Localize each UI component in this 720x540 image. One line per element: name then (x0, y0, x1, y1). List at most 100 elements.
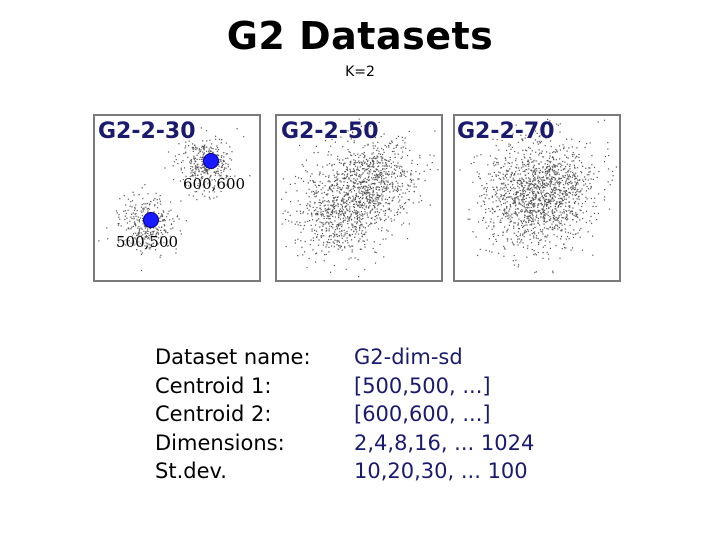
scatter-point (336, 190, 338, 192)
scatter-point (363, 191, 365, 193)
scatter-point (319, 221, 321, 223)
scatter-point (575, 188, 577, 190)
scatter-point (202, 163, 204, 165)
scatter-point (597, 121, 599, 123)
scatter-point (491, 195, 493, 197)
scatter-point (510, 238, 512, 240)
scatter-point (508, 210, 510, 212)
scatter-point (356, 221, 358, 223)
scatter-point (377, 194, 380, 196)
scatter-point (328, 209, 330, 211)
scatter-point (300, 240, 302, 242)
scatter-point (476, 202, 479, 204)
scatter-point (354, 228, 357, 230)
scatter-point (128, 227, 130, 229)
scatter-point (369, 192, 371, 194)
scatter-point (173, 128, 175, 130)
scatter-point (168, 245, 170, 247)
scatter-point (347, 197, 350, 199)
scatter-point (416, 163, 419, 166)
scatter-point (529, 192, 531, 194)
scatter-point (156, 231, 158, 233)
scatter-point (353, 230, 355, 232)
scatter-point (175, 159, 177, 161)
scatter-point (320, 189, 322, 191)
scatter-point (603, 199, 605, 201)
scatter-point (152, 242, 155, 244)
scatter-point (492, 179, 495, 181)
scatter-point (572, 171, 574, 174)
scatter-point (540, 185, 542, 187)
scatter-point (369, 161, 372, 163)
scatter-point (358, 156, 360, 158)
scatter-point (332, 227, 334, 229)
scatter-point (350, 160, 352, 162)
scatter-point (547, 170, 549, 172)
scatter-point (133, 237, 135, 239)
scatter-point (170, 223, 173, 225)
scatter-point (569, 176, 571, 178)
scatter-point (340, 233, 342, 235)
scatter-point (547, 183, 549, 185)
scatter-point (355, 180, 357, 182)
scatter-point (208, 152, 210, 154)
scatter-point (497, 234, 499, 236)
scatter-point (322, 213, 324, 215)
scatter-point (536, 141, 538, 143)
scatter-point (505, 159, 507, 161)
scatter-point (382, 175, 384, 177)
scatter-point (364, 211, 366, 213)
scatter-point (363, 193, 366, 195)
scatter-point (360, 182, 362, 184)
scatter-point (382, 162, 384, 164)
scatter-point (329, 235, 331, 237)
scatter-point (525, 177, 527, 179)
scatter-point (538, 163, 540, 165)
scatter-point (527, 187, 529, 189)
scatter-point (326, 209, 328, 211)
scatter-point (561, 248, 563, 250)
scatter-point (351, 211, 354, 213)
scatter-point (534, 169, 536, 171)
scatter-point (201, 156, 203, 159)
scatter-point (282, 212, 284, 215)
scatter-point (380, 186, 382, 188)
scatter-point (378, 181, 380, 183)
scatter-point (351, 249, 353, 251)
scatter-point (142, 220, 144, 222)
scatter-point (419, 195, 421, 197)
scatter-point (203, 186, 205, 188)
scatter-point (598, 170, 600, 173)
scatter-point (539, 187, 541, 189)
scatter-point (483, 188, 485, 190)
scatter-point (542, 208, 544, 210)
scatter-point (522, 149, 524, 151)
scatter-point (577, 188, 579, 191)
scatter-point (528, 160, 530, 162)
scatter-point (361, 225, 363, 227)
scatter-point (205, 169, 207, 171)
scatter-point (362, 187, 364, 189)
scatter-point (386, 167, 388, 169)
scatter-point (201, 145, 204, 147)
scatter-point (409, 178, 411, 181)
scatter-point (562, 160, 564, 163)
scatter-point (212, 151, 214, 154)
scatter-point (354, 221, 356, 223)
scatter-point (155, 234, 157, 236)
scatter-point (502, 183, 504, 185)
scatter-point (195, 147, 197, 149)
scatter-point (344, 215, 346, 217)
scatter-point (567, 170, 569, 172)
scatter-point (393, 172, 395, 174)
scatter-point (472, 130, 474, 132)
scatter-point (140, 250, 142, 252)
scatter-point (558, 188, 560, 191)
scatter-point (304, 251, 306, 253)
scatter-point (380, 209, 382, 211)
scatter-point (506, 213, 508, 215)
scatter-point (514, 202, 516, 204)
scatter-point (220, 160, 222, 162)
scatter-point (349, 208, 351, 210)
scatter-point (351, 245, 353, 247)
